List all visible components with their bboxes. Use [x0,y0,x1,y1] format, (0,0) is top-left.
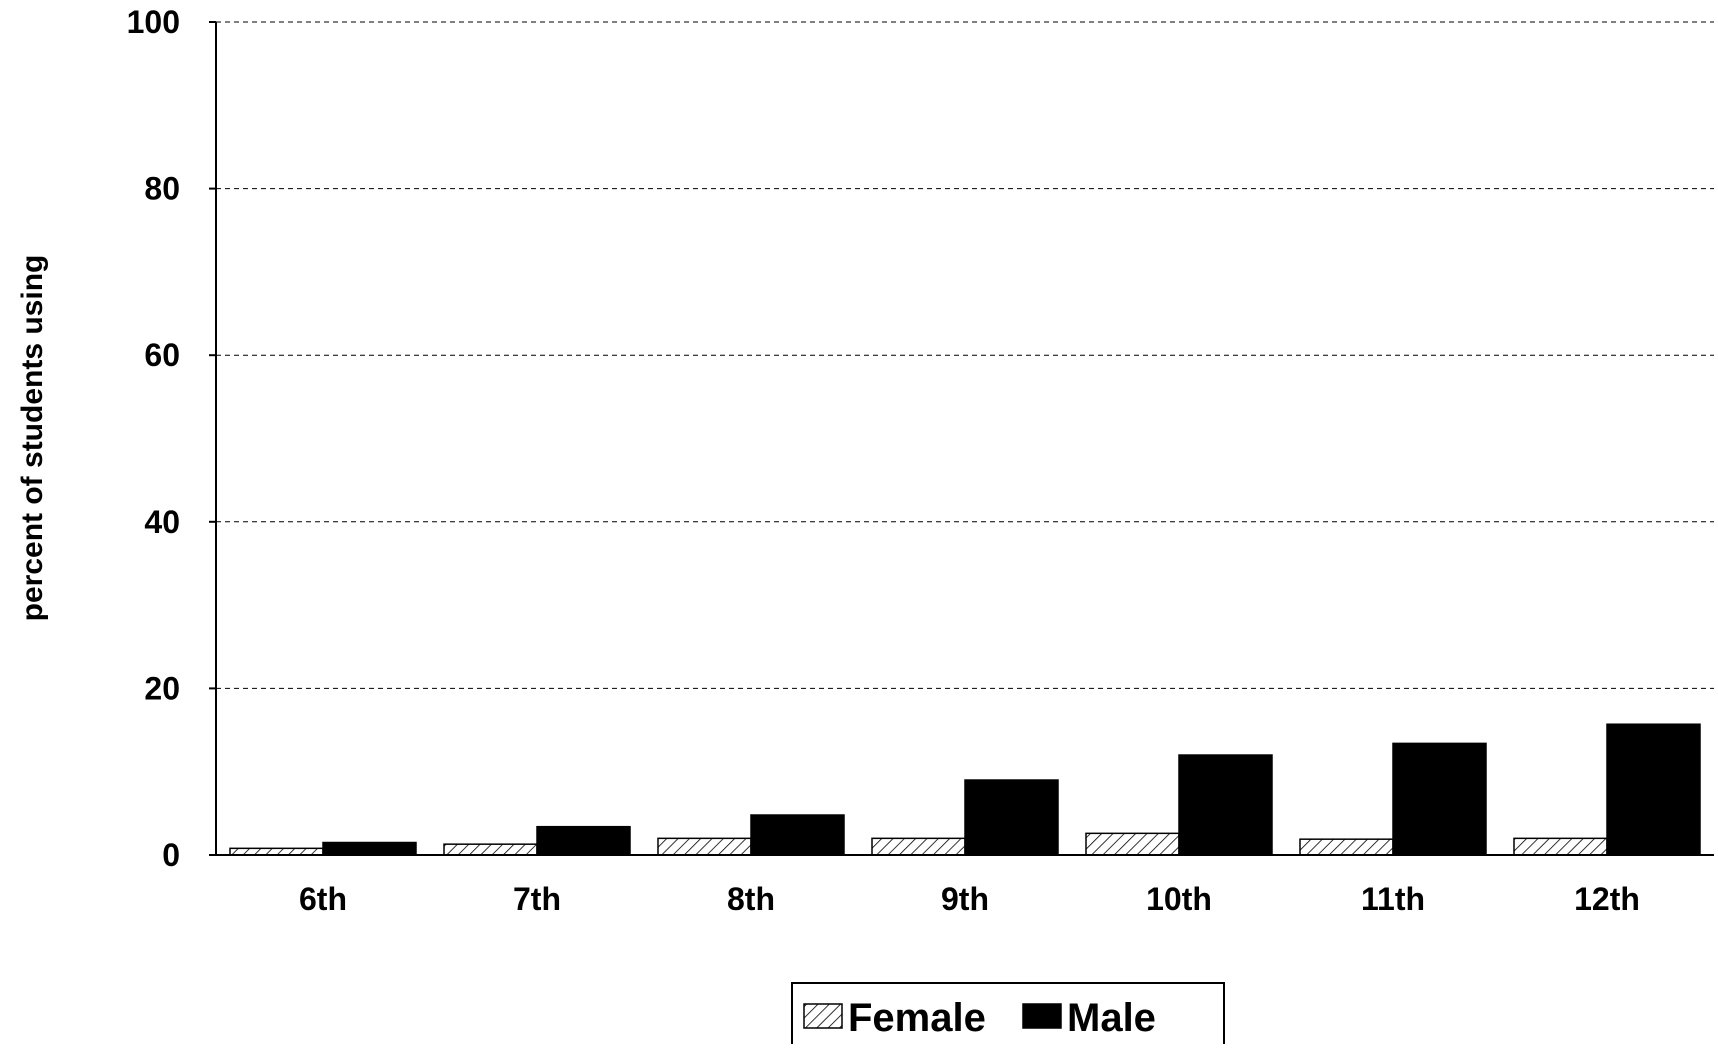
legend: Female Male [791,982,1225,1049]
x-tick-label: 10th [1146,881,1212,917]
bar-male-9th [964,779,1059,856]
bars [229,723,1701,856]
bar-female-12th [1513,837,1608,856]
gridlines [216,21,1714,689]
y-tick-label: 80 [144,171,180,207]
bar-male-12th [1606,723,1701,856]
y-tick-labels: 0 20 40 60 80 100 [127,4,180,873]
x-tick-labels: 6th 7th 8th 9th 10th 11th 12th [299,881,1640,917]
y-tick-label: 20 [144,670,180,706]
bar-female-11th [1299,838,1394,856]
x-tick-label: 12th [1574,881,1640,917]
bar-male-7th [536,825,631,856]
axes [209,21,1714,856]
legend-label-male: Male [1067,996,1156,1040]
bar-female-8th [657,837,752,856]
legend-box [791,982,1225,1049]
bar-male-8th [750,814,845,856]
bar-female-9th [871,837,966,856]
y-tick-label: 40 [144,504,180,540]
y-axis-label: percent of students using [16,255,49,622]
x-tick-label: 8th [727,881,775,917]
bar-male-11th [1392,742,1487,856]
x-tick-label: 7th [513,881,561,917]
bar-male-6th [322,841,417,856]
bar-female-7th [443,843,538,856]
y-tick-label: 100 [127,4,180,40]
y-tick-label: 0 [162,837,180,873]
bar-male-10th [1178,754,1273,856]
x-tick-label: 6th [299,881,347,917]
legend-label-female: Female [848,996,986,1040]
legend-swatch-male [1022,1003,1062,1029]
bar-female-10th [1085,832,1180,856]
y-tick-label: 60 [144,337,180,373]
x-tick-label: 11th [1361,881,1425,917]
x-tick-label: 9th [941,881,989,917]
legend-swatch-female [803,1003,843,1029]
